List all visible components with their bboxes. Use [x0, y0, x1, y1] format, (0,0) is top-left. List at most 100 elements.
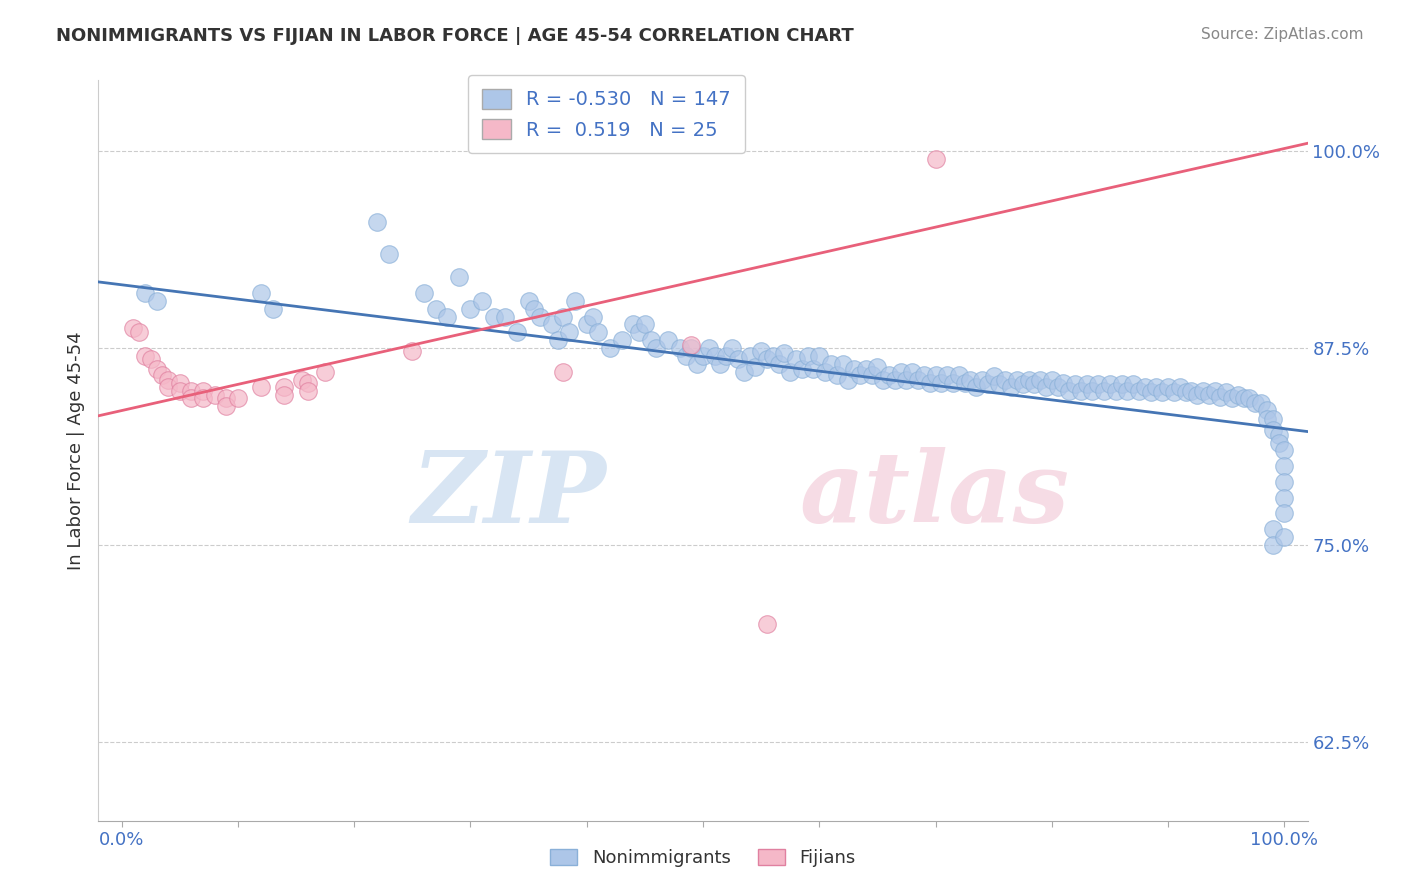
- Point: [749, 344, 772, 359]
- Point: [366, 215, 388, 229]
- Point: [988, 377, 1011, 392]
- Point: [907, 373, 929, 387]
- Point: [204, 388, 226, 402]
- Point: [645, 341, 668, 355]
- Point: [436, 310, 458, 324]
- Point: [924, 368, 946, 382]
- Point: [675, 349, 697, 363]
- Point: [942, 376, 965, 390]
- Point: [948, 368, 970, 382]
- Point: [1233, 392, 1256, 406]
- Point: [517, 293, 540, 308]
- Point: [1220, 392, 1243, 406]
- Point: [447, 270, 470, 285]
- Point: [785, 352, 807, 367]
- Point: [150, 368, 173, 382]
- Point: [540, 318, 562, 332]
- Point: [1198, 388, 1220, 402]
- Text: ZIP: ZIP: [412, 447, 606, 543]
- Point: [610, 333, 633, 347]
- Point: [768, 357, 790, 371]
- Point: [553, 310, 575, 324]
- Point: [413, 285, 436, 300]
- Point: [1111, 377, 1133, 392]
- Point: [877, 368, 900, 382]
- Point: [1005, 373, 1028, 387]
- Point: [134, 349, 156, 363]
- Point: [1144, 380, 1167, 394]
- Point: [1192, 384, 1215, 398]
- Point: [250, 380, 273, 394]
- Point: [564, 293, 586, 308]
- Point: [1267, 427, 1289, 442]
- Point: [918, 376, 941, 390]
- Point: [1272, 530, 1295, 544]
- Point: [697, 341, 720, 355]
- Point: [1244, 396, 1267, 410]
- Point: [773, 346, 796, 360]
- Point: [547, 333, 569, 347]
- Point: [1256, 402, 1278, 417]
- Point: [692, 349, 714, 363]
- Point: [803, 361, 825, 376]
- Point: [621, 318, 644, 332]
- Point: [1000, 380, 1022, 394]
- Point: [628, 326, 651, 340]
- Point: [808, 349, 831, 363]
- Point: [657, 333, 679, 347]
- Point: [733, 365, 755, 379]
- Point: [1040, 373, 1063, 387]
- Point: [180, 384, 202, 398]
- Point: [191, 392, 214, 406]
- Point: [401, 344, 423, 359]
- Point: [1209, 390, 1232, 404]
- Point: [744, 359, 766, 374]
- Point: [721, 341, 744, 355]
- Point: [796, 349, 818, 363]
- Point: [994, 373, 1017, 387]
- Point: [122, 320, 145, 334]
- Point: [814, 365, 837, 379]
- Point: [1272, 475, 1295, 489]
- Point: [215, 392, 238, 406]
- Point: [1261, 423, 1284, 437]
- Point: [634, 318, 657, 332]
- Point: [297, 376, 319, 390]
- Point: [1204, 384, 1226, 398]
- Text: atlas: atlas: [800, 447, 1070, 543]
- Point: [1081, 384, 1104, 398]
- Point: [1272, 459, 1295, 474]
- Point: [959, 373, 981, 387]
- Point: [471, 293, 494, 308]
- Point: [931, 376, 953, 390]
- Point: [529, 310, 551, 324]
- Point: [1105, 384, 1128, 398]
- Point: [872, 373, 894, 387]
- Point: [145, 293, 167, 308]
- Point: [681, 338, 703, 352]
- Point: [378, 246, 401, 260]
- Point: [1256, 412, 1278, 426]
- Point: [1267, 435, 1289, 450]
- Point: [896, 373, 918, 387]
- Point: [668, 341, 690, 355]
- Point: [157, 380, 180, 394]
- Point: [1011, 377, 1033, 392]
- Point: [849, 368, 872, 382]
- Point: [581, 310, 603, 324]
- Point: [599, 341, 621, 355]
- Point: [1157, 380, 1180, 394]
- Point: [1035, 380, 1057, 394]
- Legend: R = -0.530   N = 147, R =  0.519   N = 25: R = -0.530 N = 147, R = 0.519 N = 25: [468, 75, 745, 153]
- Point: [145, 361, 167, 376]
- Point: [738, 349, 761, 363]
- Point: [1239, 392, 1261, 406]
- Point: [169, 384, 191, 398]
- Point: [1122, 377, 1144, 392]
- Point: [1018, 373, 1040, 387]
- Point: [273, 388, 295, 402]
- Point: [215, 400, 238, 414]
- Point: [262, 301, 284, 316]
- Point: [703, 349, 725, 363]
- Point: [1116, 384, 1139, 398]
